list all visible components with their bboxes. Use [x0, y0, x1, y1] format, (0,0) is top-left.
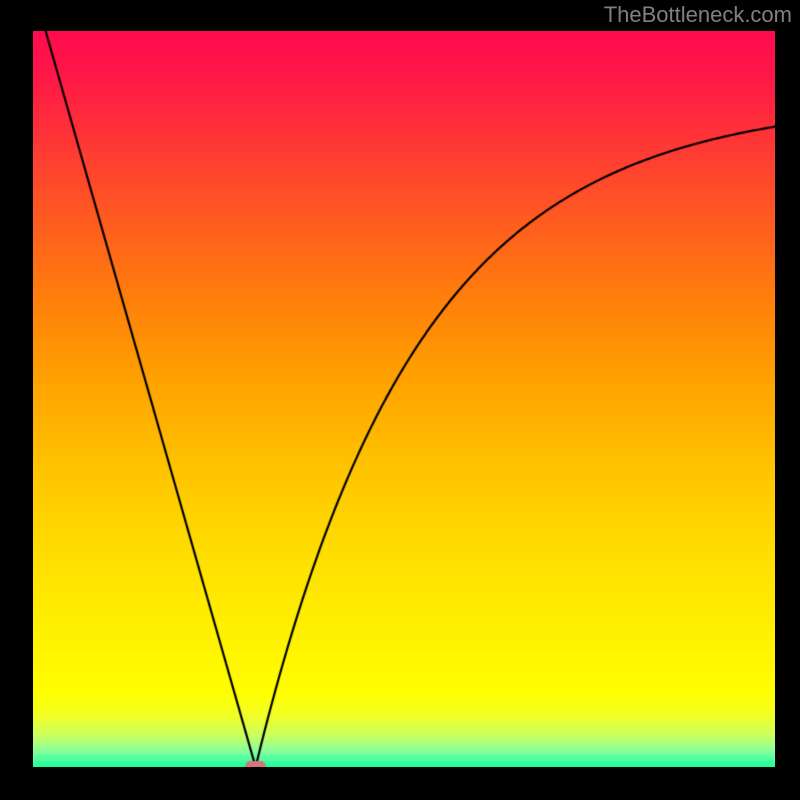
stage: TheBottleneck.com [0, 0, 800, 800]
notch-marker [33, 31, 775, 767]
watermark-text: TheBottleneck.com [604, 2, 792, 28]
